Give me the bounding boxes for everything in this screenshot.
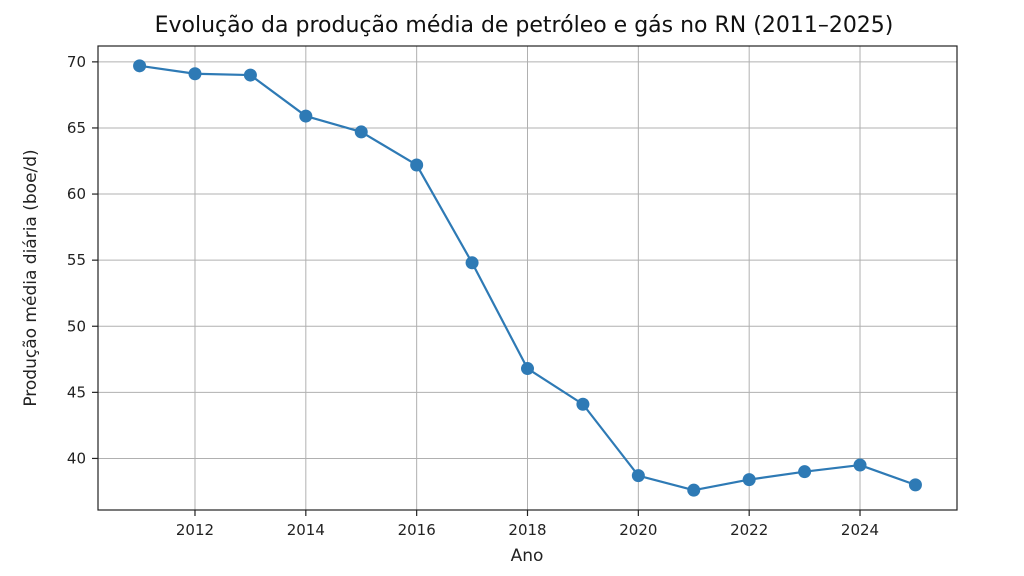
data-point <box>243 68 257 82</box>
x-tick-label: 2012 <box>176 521 214 539</box>
y-tick-label: 65 <box>67 119 86 137</box>
data-point <box>908 478 922 492</box>
data-point <box>188 67 202 81</box>
x-axis: 2012 2014 2016 2018 2020 2022 2024 <box>176 510 879 539</box>
x-axis-label: Ano <box>511 546 544 566</box>
data-point <box>465 256 479 270</box>
chart-title: Evolução da produção média de petróleo e… <box>155 13 894 38</box>
y-axis: 40 45 50 55 60 65 70 <box>67 53 98 467</box>
data-point <box>853 458 867 472</box>
data-point <box>299 109 313 123</box>
series-group <box>133 59 922 497</box>
data-point <box>576 397 590 411</box>
data-point <box>354 125 368 139</box>
y-tick-label: 60 <box>67 185 86 203</box>
y-axis-label: Produção média diária (boe/d) <box>21 149 41 406</box>
x-tick-label: 2016 <box>398 521 436 539</box>
x-tick-label: 2018 <box>508 521 546 539</box>
x-tick-label: 2020 <box>619 521 657 539</box>
grid <box>98 46 957 510</box>
x-tick-label: 2022 <box>730 521 768 539</box>
data-point <box>521 362 534 376</box>
x-tick-label: 2014 <box>287 521 325 539</box>
data-point <box>410 158 424 172</box>
y-tick-label: 45 <box>67 383 86 401</box>
y-tick-label: 50 <box>67 317 86 335</box>
data-point <box>687 483 701 497</box>
data-point <box>742 473 756 487</box>
y-tick-label: 40 <box>67 449 86 467</box>
y-tick-label: 55 <box>67 251 86 269</box>
data-point <box>798 465 812 479</box>
y-tick-label: 70 <box>67 53 86 71</box>
x-tick-label: 2024 <box>841 521 879 539</box>
data-point <box>631 469 645 483</box>
data-point <box>133 59 147 73</box>
